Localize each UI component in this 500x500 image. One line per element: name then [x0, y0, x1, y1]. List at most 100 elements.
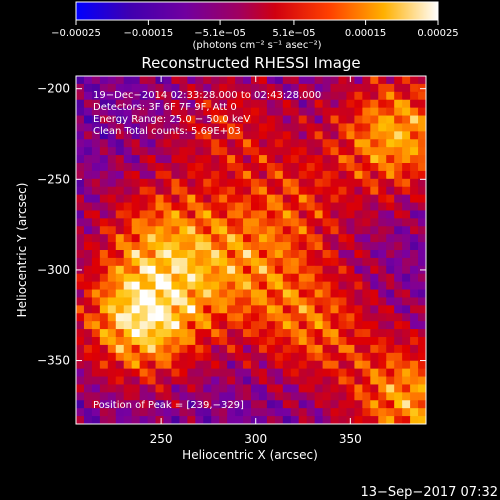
heatmap-cell: [243, 329, 252, 338]
heatmap-cell: [91, 321, 101, 330]
heatmap-cell: [298, 313, 308, 322]
heatmap-cell: [298, 234, 308, 243]
heatmap-cell: [370, 131, 379, 140]
heatmap-cell: [83, 139, 93, 148]
heatmap-cell: [187, 313, 196, 322]
heatmap-cell: [203, 376, 212, 386]
heatmap-cell: [91, 250, 101, 259]
heatmap-cell: [370, 297, 379, 306]
heatmap-cell: [76, 257, 85, 267]
heatmap-cell: [266, 107, 276, 117]
heatmap-cell: [91, 83, 101, 93]
heatmap-cell: [155, 305, 165, 314]
heatmap-cell: [91, 297, 101, 306]
heatmap-cell: [394, 313, 403, 322]
heatmap-cell: [123, 170, 133, 180]
heatmap-cell: [418, 329, 426, 338]
heatmap-cell: [139, 115, 149, 125]
heatmap-cell: [123, 163, 133, 172]
heatmap-cell: [418, 297, 426, 306]
heatmap-cell: [322, 352, 332, 362]
heatmap-cell: [195, 384, 204, 393]
heatmap-cell: [91, 305, 101, 314]
heatmap-cell: [76, 384, 85, 393]
heatmap-cell: [266, 273, 276, 283]
heatmap-cell: [147, 297, 157, 306]
heatmap-cell: [147, 178, 157, 188]
heatmap-cell: [370, 250, 379, 259]
heatmap-cell: [386, 281, 395, 291]
heatmap-cell: [76, 368, 85, 378]
heatmap-cell: [418, 360, 426, 370]
heatmap-cell: [131, 352, 141, 362]
y-tick-label: −200: [37, 82, 70, 96]
heatmap-cell: [354, 329, 363, 338]
heatmap-cell: [338, 186, 348, 196]
heatmap-cell: [131, 392, 141, 401]
heatmap-cell: [306, 218, 316, 227]
heatmap-cell: [187, 218, 196, 227]
heatmap-cell: [314, 329, 324, 338]
heatmap-cell: [378, 218, 387, 227]
heatmap-cell: [314, 257, 324, 267]
heatmap-cell: [195, 107, 204, 117]
heatmap-cell: [378, 91, 387, 101]
heatmap-cell: [91, 368, 101, 378]
heatmap-cell: [362, 408, 371, 417]
heatmap-cell: [83, 107, 93, 117]
heatmap-cell: [131, 360, 141, 370]
heatmap-cell: [418, 76, 426, 85]
heatmap-cell: [83, 91, 93, 101]
heatmap-cell: [203, 408, 212, 417]
heatmap-cell: [99, 91, 109, 101]
heatmap-cell: [338, 170, 348, 180]
heatmap-cell: [402, 273, 411, 283]
heatmap-cell: [266, 178, 276, 188]
heatmap-cell: [179, 352, 188, 362]
heatmap-cell: [195, 83, 204, 93]
heatmap-cell: [378, 344, 387, 354]
heatmap-cell: [306, 194, 316, 204]
heatmap-cell: [314, 368, 324, 378]
heatmap-cell: [123, 265, 133, 275]
heatmap-cell: [243, 202, 252, 212]
heatmap-cell: [378, 329, 387, 338]
heatmap-cell: [266, 257, 276, 267]
heatmap-cell: [378, 337, 387, 346]
heatmap-cell: [282, 226, 292, 235]
heatmap-cell: [139, 281, 149, 291]
heatmap-cell: [378, 155, 387, 164]
heatmap-cell: [338, 194, 348, 204]
heatmap-cell: [362, 99, 371, 109]
heatmap-cell: [298, 139, 308, 148]
heatmap-cell: [251, 178, 260, 188]
heatmap-cell: [394, 281, 403, 291]
heatmap-cell: [338, 321, 348, 330]
heatmap-cell: [274, 178, 284, 188]
heatmap-cell: [99, 242, 109, 251]
heatmap-cell: [123, 273, 133, 283]
heatmap-cell: [147, 107, 157, 117]
heatmap-cell: [235, 297, 244, 306]
heatmap-cell: [227, 123, 236, 132]
heatmap-cell: [195, 186, 204, 196]
heatmap-cell: [227, 91, 236, 101]
heatmap-cell: [131, 305, 141, 314]
heatmap-cell: [107, 202, 117, 212]
heatmap-cell: [306, 115, 316, 125]
heatmap-cell: [386, 218, 395, 227]
heatmap-cell: [362, 281, 371, 291]
heatmap-cell: [402, 250, 411, 259]
heatmap-cell: [195, 115, 204, 125]
heatmap-cell: [251, 376, 260, 386]
heatmap-cell: [203, 163, 212, 172]
heatmap-cell: [219, 226, 228, 235]
heatmap-cell: [147, 218, 157, 227]
heatmap-cell: [258, 297, 268, 306]
heatmap-cell: [115, 139, 125, 148]
heatmap-cell: [76, 376, 85, 386]
heatmap-cell: [418, 305, 426, 314]
heatmap-cell: [235, 147, 244, 156]
heatmap-cell: [362, 202, 371, 212]
heatmap-cell: [187, 202, 196, 212]
